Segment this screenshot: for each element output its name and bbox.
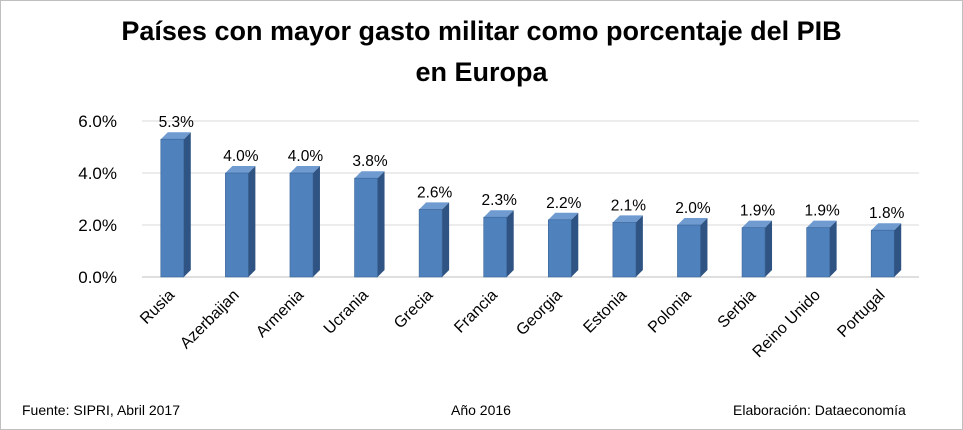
bar — [225, 172, 249, 278]
bar — [806, 227, 830, 278]
bar-top — [419, 202, 450, 210]
bar-side — [700, 218, 708, 277]
data-label: 2.6% — [417, 184, 453, 201]
bar — [483, 216, 508, 278]
bar-top — [806, 220, 837, 228]
bar — [677, 224, 701, 278]
y-tick-label: 4.0% — [78, 164, 117, 183]
x-tick-label: Portugal — [834, 287, 888, 341]
data-label: 1.9% — [740, 203, 776, 220]
data-label: 1.9% — [804, 203, 840, 220]
bar-top — [871, 223, 902, 231]
x-tick-label: Ucrania — [321, 287, 372, 338]
x-tick-label: Francia — [451, 287, 501, 337]
data-label: 2.2% — [546, 195, 582, 212]
chart-title-line-1: Países con mayor gasto militar como porc… — [121, 16, 842, 46]
bar — [418, 209, 443, 278]
bar-top — [677, 218, 708, 225]
bar-side — [442, 202, 450, 277]
bar-side — [506, 210, 514, 277]
x-tick-label: Azerbaijan — [177, 287, 242, 352]
data-label: 2.0% — [675, 200, 711, 217]
y-tick-label: 6.0% — [78, 112, 117, 131]
bar-side — [312, 166, 320, 277]
x-tick-label: Estonia — [580, 287, 630, 337]
bar-top — [160, 132, 191, 140]
bar — [160, 138, 185, 278]
data-label: 5.3% — [159, 114, 195, 131]
bar-side — [894, 223, 902, 277]
bar-top — [548, 212, 579, 220]
x-tick-label: Grecia — [391, 287, 436, 332]
bar-side — [765, 220, 773, 277]
bar-side — [183, 132, 191, 277]
bar-top — [612, 215, 643, 223]
bar-side — [377, 171, 385, 277]
bar-top — [354, 171, 385, 179]
x-tick-label: Serbia — [715, 287, 760, 332]
bar-side — [248, 166, 256, 277]
year-note: Año 2016 — [451, 402, 511, 418]
bar-top — [483, 210, 514, 218]
bar — [547, 219, 572, 278]
bar-top — [225, 166, 256, 173]
x-tick-label: Reino Unido — [750, 287, 824, 361]
data-label: 1.8% — [869, 205, 905, 222]
bar-top — [289, 166, 320, 173]
bar — [354, 177, 378, 278]
bar — [289, 172, 314, 278]
bar — [612, 222, 637, 278]
x-tick-label: Rusia — [137, 287, 178, 328]
y-tick-label: 2.0% — [78, 216, 117, 235]
data-label: 4.0% — [288, 148, 324, 165]
bar-side — [635, 215, 643, 277]
chart-title-line-2: en Europa — [415, 57, 548, 87]
bar-top — [742, 220, 773, 228]
bar-side — [829, 220, 837, 277]
bar — [741, 227, 766, 278]
x-tick-label: Armenia — [253, 287, 307, 341]
bar — [870, 229, 895, 278]
credit-note: Elaboración: Dataeconomía — [733, 402, 906, 418]
data-label: 2.3% — [482, 192, 518, 209]
data-label: 3.8% — [352, 153, 388, 170]
x-tick-label: Polonia — [645, 287, 695, 337]
data-label: 2.1% — [611, 197, 647, 214]
bar-side — [571, 212, 579, 277]
y-tick-label: 0.0% — [78, 268, 117, 287]
data-label: 4.0% — [223, 148, 259, 165]
x-tick-label: Georgia — [513, 287, 565, 339]
source-note: Fuente: SIPRI, Abril 2017 — [22, 402, 180, 418]
